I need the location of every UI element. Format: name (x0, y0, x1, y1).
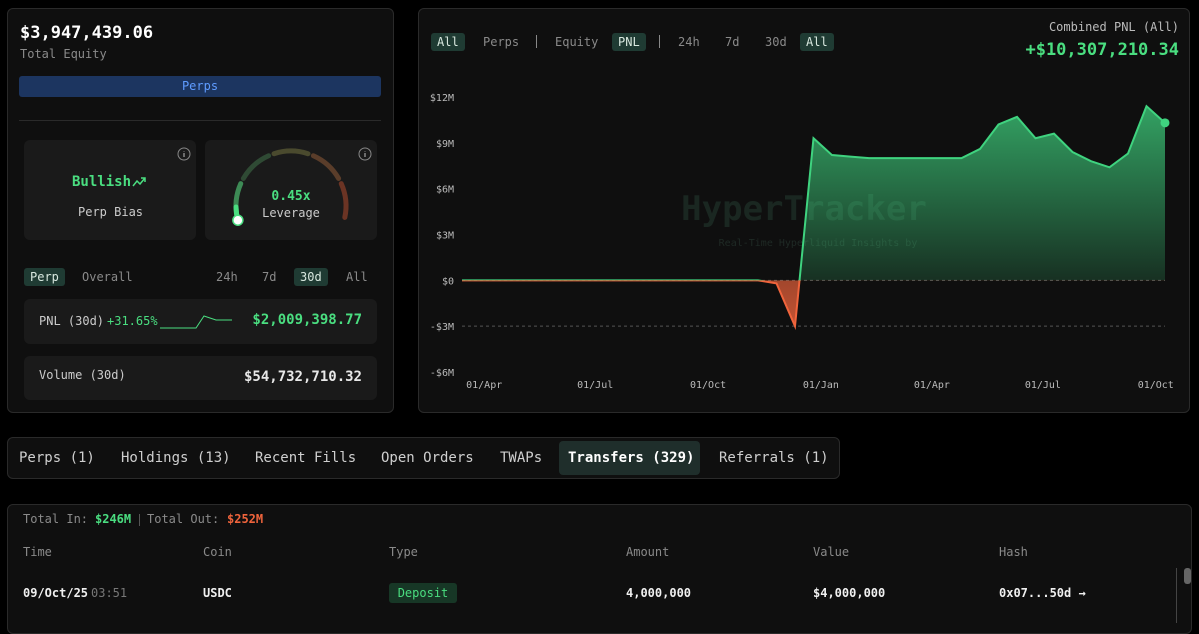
x-tick-label: 01/Jul (577, 380, 613, 391)
cell-coin: USDC (203, 586, 232, 600)
pnl-area-negative (758, 280, 800, 327)
separator (139, 514, 140, 526)
tab[interactable]: Holdings (13) (121, 450, 231, 466)
info-icon[interactable] (177, 147, 191, 161)
gauge-dot (232, 214, 244, 226)
column-header: Time (23, 545, 52, 559)
gauge-segment (338, 181, 349, 220)
pnl-chart: HyperTrackerReal-Time Hyperliquid Insigh… (430, 93, 1174, 391)
type-badge: Deposit (389, 583, 457, 603)
volume-value: $54,732,710.32 (243, 369, 362, 385)
total-out-label: Total Out: (147, 512, 220, 526)
chart-filter[interactable]: 30d (765, 35, 787, 49)
total-out: $252M (227, 512, 264, 526)
perps-button[interactable]: Perps (19, 76, 381, 97)
x-tick-label: 01/Apr (466, 380, 502, 391)
gauge-segment (310, 153, 342, 181)
cell-time: 03:51 (91, 586, 128, 600)
tab-bar (7, 437, 840, 479)
tab[interactable]: Perps (1) (19, 450, 95, 466)
separator (659, 35, 660, 48)
active-tab-bg (559, 441, 700, 475)
y-tick-label: $12M (430, 93, 454, 104)
pnl-area (462, 106, 1165, 281)
pnl-value: $2,009,398.77 (252, 312, 362, 328)
column-header: Hash (999, 545, 1028, 559)
trend-icon (132, 177, 146, 187)
pnl-change: +31.65% (107, 314, 158, 328)
tab[interactable]: TWAPs (500, 450, 543, 466)
leverage-gauge (232, 148, 349, 226)
column-header: Amount (626, 545, 670, 559)
scope-tab[interactable]: Perp (24, 268, 65, 286)
chart-filter[interactable]: 24h (678, 35, 700, 49)
column-header: Coin (203, 545, 232, 559)
y-tick-label: $3M (436, 231, 454, 242)
gauge-segment (240, 153, 272, 181)
y-tick-label: -$3M (430, 322, 454, 333)
total-in-label: Total In: (23, 512, 89, 526)
total-equity: $3,947,439.06 (20, 23, 154, 43)
sparkline (160, 315, 232, 329)
column-header: Value (813, 545, 850, 559)
bias-value: Bullish (72, 174, 132, 190)
bias-label: Perp Bias (78, 205, 144, 219)
cell-value: $4,000,000 (813, 586, 886, 600)
cell-date: 09/Oct/25 (23, 586, 89, 600)
period-tab[interactable]: 30d (294, 268, 328, 286)
y-tick-label: $9M (436, 139, 454, 150)
column-header: Type (389, 545, 418, 559)
bias-card (24, 140, 196, 240)
gauge-segment (271, 148, 311, 157)
y-tick-label: -$6M (430, 368, 454, 379)
end-dot (1160, 118, 1170, 128)
total-equity-label: Total Equity (20, 47, 107, 61)
cell-hash[interactable]: 0x07...50d → (999, 586, 1086, 600)
pnl-line (462, 104, 1166, 281)
cell-amount: 4,000,000 (626, 586, 692, 600)
chart-filter[interactable]: 7d (725, 35, 740, 49)
volume-card (24, 356, 377, 400)
total-in: $246M (95, 512, 132, 526)
period-tab[interactable]: 7d (262, 270, 277, 284)
period-tab[interactable]: 24h (216, 270, 238, 284)
chart-filter[interactable]: Perps (483, 35, 520, 49)
chart-filter[interactable]: All (431, 33, 465, 51)
info-icon[interactable] (358, 147, 372, 161)
tab[interactable]: Transfers (329) (568, 450, 695, 466)
transfers-card (7, 504, 1192, 634)
scroll-track (1176, 568, 1177, 623)
separator (536, 35, 537, 48)
combined-pnl-label: Combined PNL (All) (1048, 20, 1179, 34)
x-tick-label: 01/Oct (1138, 380, 1174, 391)
chart-filter[interactable]: Equity (555, 35, 599, 49)
scope-tab[interactable]: Overall (82, 270, 133, 284)
pnl-label: PNL (30d) (39, 314, 105, 328)
period-tab[interactable]: All (346, 270, 368, 284)
x-tick-label: 01/Jan (803, 380, 839, 391)
y-tick-label: $6M (436, 185, 454, 196)
x-tick-label: 01/Jul (1025, 380, 1061, 391)
x-tick-label: 01/Apr (914, 380, 950, 391)
chart-filter[interactable]: All (800, 33, 834, 51)
divider (19, 120, 381, 121)
leverage-label: Leverage (262, 206, 320, 220)
volume-label: Volume (30d) (39, 368, 126, 382)
chart-filter[interactable]: PNL (612, 33, 646, 51)
leverage-value: 0.45x (271, 189, 311, 204)
tab[interactable]: Referrals (1) (719, 450, 829, 466)
y-tick-label: $0 (442, 276, 454, 287)
tab[interactable]: Open Orders (381, 450, 474, 466)
x-tick-label: 01/Oct (690, 380, 726, 391)
combined-pnl-value: +$10,307,210.34 (1025, 40, 1179, 60)
tab[interactable]: Recent Fills (255, 450, 357, 466)
scrollbar[interactable] (1184, 568, 1191, 584)
